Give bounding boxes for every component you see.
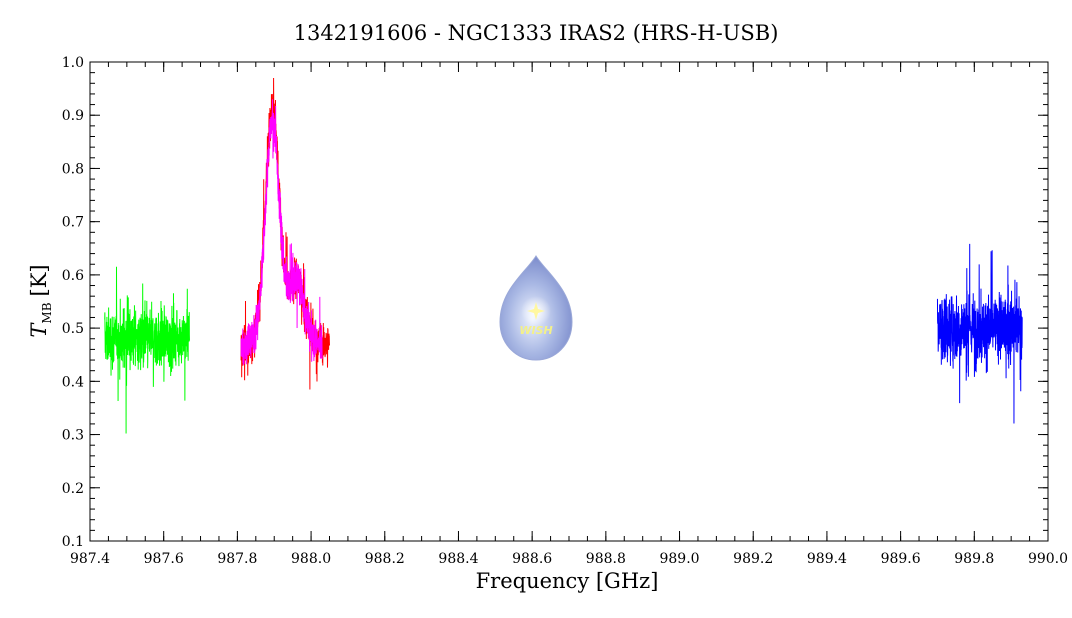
- y-tick-label: 1.0: [62, 55, 84, 71]
- svg-text:TMB[K]: TMB [K]: [27, 264, 54, 337]
- y-tick-label: 0.9: [62, 108, 84, 124]
- y-axis-label-main: T: [27, 322, 51, 338]
- x-tick-label: 987.6: [144, 551, 184, 567]
- y-tick-label: 0.6: [62, 268, 84, 284]
- x-tick-label: 988.2: [365, 551, 405, 567]
- y-axis-label-sub: MB: [40, 302, 54, 323]
- y-tick-label: 0.7: [62, 215, 84, 231]
- x-tick-label: 989.0: [659, 551, 699, 567]
- y-axis-label-unit: [K]: [27, 264, 51, 296]
- plot-frame: [89, 61, 1049, 542]
- x-tick-label: 989.6: [881, 551, 921, 567]
- series-layer: [104, 77, 1023, 434]
- x-tick-label: 988.0: [291, 551, 331, 567]
- wish-logo-text: WISH: [519, 324, 552, 337]
- x-tick-labels: 987.4 987.6 987.8 988.0 988.2 988.4 988.6 988.8…: [70, 551, 1068, 567]
- chart-title: 1342191606 - NGC1333 IRAS2 (HRS-H-USB): [294, 21, 779, 45]
- x-tick-label: 989.2: [733, 551, 773, 567]
- y-tick-label: 0.1: [62, 534, 84, 550]
- x-tick-label: 987.8: [217, 551, 257, 567]
- y-axis-label: TMB [K]: [27, 264, 54, 337]
- x-tick-label: 987.4: [70, 551, 110, 567]
- spectrum-series-4: [936, 243, 1023, 424]
- axis-ticks: [89, 61, 1049, 542]
- x-tick-label: 988.6: [512, 551, 552, 567]
- x-tick-label: 988.8: [586, 551, 626, 567]
- y-tick-label: 0.5: [62, 321, 84, 337]
- y-tick-label: 0.8: [62, 161, 84, 177]
- x-axis-label: Frequency [GHz]: [476, 569, 659, 593]
- spectrum-series-1: [104, 266, 190, 434]
- x-tick-label: 988.4: [438, 551, 478, 567]
- x-tick-label: 989.4: [807, 551, 847, 567]
- x-tick-label: 989.8: [954, 551, 994, 567]
- x-tick-label: 990.0: [1028, 551, 1068, 567]
- wish-logo: WISH: [499, 255, 573, 361]
- y-tick-label: 0.3: [62, 428, 84, 444]
- y-tick-labels: 0.1 0.2 0.3 0.4 0.5 0.6 0.7 0.8 0.9 1.0: [62, 55, 84, 550]
- y-tick-label: 0.2: [62, 481, 84, 497]
- spectrum-series-3: [240, 99, 323, 366]
- y-tick-label: 0.4: [62, 374, 84, 390]
